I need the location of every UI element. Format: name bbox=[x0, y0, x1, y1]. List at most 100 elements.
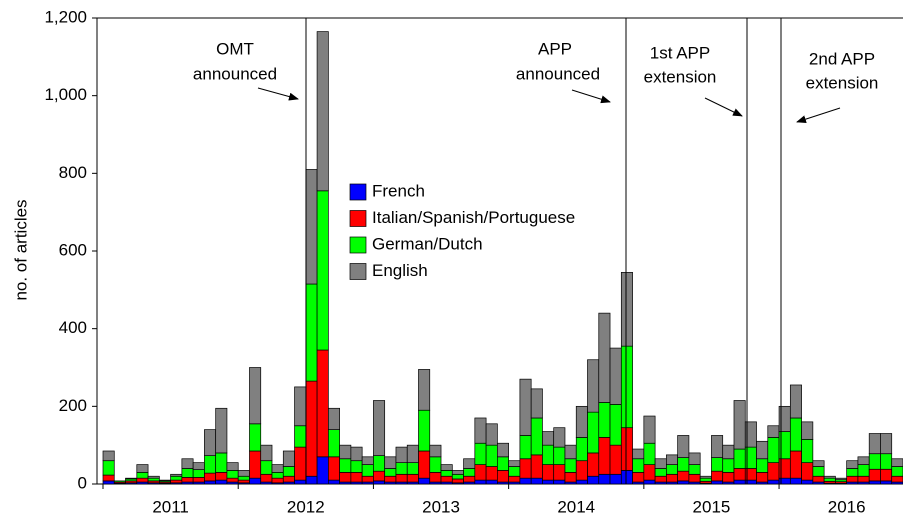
annotation: APP bbox=[538, 39, 572, 58]
annotation: 1st APP bbox=[650, 43, 710, 62]
bar-segment bbox=[328, 407, 340, 430]
bar-segment bbox=[823, 477, 836, 482]
bar-segment bbox=[249, 477, 262, 485]
bar-segment bbox=[542, 444, 555, 465]
bar-segment bbox=[542, 464, 555, 481]
bar-segment bbox=[429, 472, 442, 483]
bar-segment bbox=[102, 474, 115, 482]
bar-segment bbox=[237, 475, 250, 481]
x-tick-label: 2012 bbox=[287, 497, 325, 516]
x-tick-label: 2013 bbox=[422, 497, 460, 516]
bar-segment bbox=[294, 479, 307, 485]
bar-segment bbox=[519, 477, 532, 485]
bar-segment bbox=[688, 473, 701, 483]
legend-swatch bbox=[349, 236, 367, 254]
bar-segment bbox=[508, 466, 521, 477]
bar-segment bbox=[395, 446, 408, 463]
bar-segment bbox=[722, 444, 735, 460]
x-tick-label: 2016 bbox=[828, 497, 866, 516]
bar-segment bbox=[260, 473, 273, 483]
bar-segment bbox=[226, 477, 239, 483]
bar-segment bbox=[316, 31, 329, 192]
bar-segment bbox=[485, 423, 498, 446]
bar-segment bbox=[666, 464, 678, 475]
bar-segment bbox=[891, 458, 903, 467]
bar-segment bbox=[158, 479, 171, 482]
bar-segment bbox=[373, 455, 386, 472]
bar-segment bbox=[666, 473, 678, 483]
bar-segment bbox=[654, 458, 667, 469]
bar-segment bbox=[688, 464, 701, 475]
bar-segment bbox=[587, 359, 600, 413]
bar-segment bbox=[181, 468, 194, 478]
bar-segment bbox=[789, 417, 802, 452]
bar-segment bbox=[756, 440, 769, 460]
bar-segment bbox=[598, 402, 611, 438]
y-tick-label: 1,000 bbox=[44, 85, 87, 104]
bar-segment bbox=[406, 473, 419, 483]
annotation: 2nd APP bbox=[809, 49, 875, 68]
bar-segment bbox=[530, 388, 543, 419]
bar-segment bbox=[395, 462, 408, 475]
bar-segment bbox=[192, 469, 205, 478]
bar-segment bbox=[530, 477, 543, 485]
bar-segment bbox=[812, 460, 825, 467]
bar-segment bbox=[789, 477, 802, 485]
bar-segment bbox=[891, 475, 903, 483]
bar-segment bbox=[767, 462, 780, 481]
bar-segment bbox=[350, 446, 363, 462]
bar-segment bbox=[587, 452, 600, 477]
bar-segment bbox=[654, 468, 667, 477]
bar-segment bbox=[632, 472, 645, 483]
bar-segment bbox=[564, 472, 577, 483]
bar-segment bbox=[801, 479, 814, 485]
legend-label: German/Dutch bbox=[372, 234, 483, 253]
bar-segment bbox=[846, 460, 859, 469]
y-tick-label: 200 bbox=[59, 396, 87, 415]
annotations: OMT announced APP announced 1st APP exte… bbox=[193, 39, 878, 124]
bar-segment bbox=[294, 386, 307, 427]
bar-segment bbox=[204, 455, 217, 474]
bar-segment bbox=[530, 417, 543, 456]
annotation: OMT bbox=[216, 39, 254, 58]
bar-segment bbox=[237, 470, 250, 477]
bar-segment bbox=[868, 468, 881, 482]
bar-segment bbox=[598, 312, 611, 403]
bar-segment bbox=[643, 442, 656, 465]
bar-segment bbox=[666, 454, 678, 465]
bar-segment bbox=[451, 478, 464, 484]
bar-segment bbox=[204, 480, 217, 485]
bar-segment bbox=[801, 421, 814, 440]
bar-segment bbox=[812, 475, 825, 483]
bar-segment bbox=[632, 458, 645, 473]
bar-segment bbox=[260, 444, 273, 462]
bar-segment bbox=[711, 435, 724, 458]
bars bbox=[102, 31, 903, 485]
bar-segment bbox=[316, 349, 329, 458]
bar-segment bbox=[485, 466, 498, 481]
bar-segment bbox=[857, 464, 870, 477]
legend-swatch bbox=[349, 263, 367, 280]
bar-segment bbox=[801, 462, 814, 481]
bar-segment bbox=[440, 470, 453, 477]
bar-segment bbox=[282, 466, 295, 477]
bar-segment bbox=[587, 411, 600, 454]
x-tick-label: 2014 bbox=[557, 497, 595, 516]
y-tick-label: 0 bbox=[78, 473, 87, 492]
bar-segment bbox=[339, 472, 352, 483]
bar-segment bbox=[880, 453, 893, 470]
bar-segment bbox=[767, 425, 780, 438]
bar-segment bbox=[418, 369, 431, 411]
bar-segment bbox=[316, 456, 329, 485]
bar-segment bbox=[474, 479, 487, 485]
bar-segment bbox=[880, 433, 893, 455]
bar-segment bbox=[361, 464, 374, 477]
y-tick-label: 1,200 bbox=[44, 7, 87, 26]
bar-segment bbox=[226, 462, 239, 471]
bar-segment bbox=[643, 479, 656, 485]
bar-segment bbox=[429, 444, 442, 458]
bar-segment bbox=[215, 407, 228, 454]
bar-segment bbox=[620, 470, 633, 485]
legend: French Italian/Spanish/Portuguese German/D… bbox=[349, 181, 575, 280]
